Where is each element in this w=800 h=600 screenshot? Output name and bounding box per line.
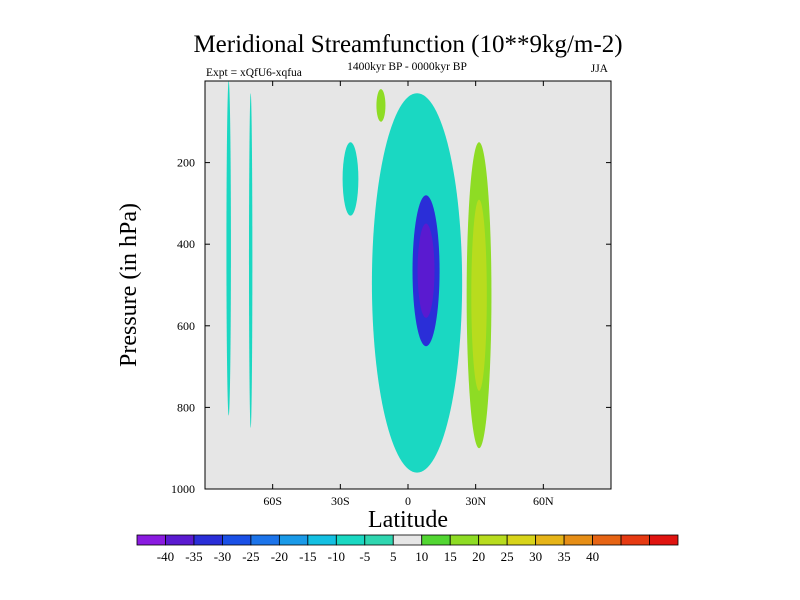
x-tick-label-4: 60N [533, 494, 554, 508]
nh-positive-cell-level-1 [471, 199, 487, 391]
y-axis-label: Pressure (in hPa) [116, 203, 142, 367]
colorbar-swatch-6 [307, 534, 337, 546]
colorbar-swatch-11 [449, 534, 480, 546]
colorbar-swatch-2 [193, 534, 223, 546]
colorbar-swatch-5 [278, 534, 309, 546]
colorbar-label-7: -5 [359, 549, 370, 564]
sh-high-lat-cell-a-level-0 [226, 81, 231, 416]
colorbar-label-15: 40 [586, 549, 599, 564]
colorbar-label-9: 10 [415, 549, 428, 564]
colorbar-label-0: -40 [157, 549, 174, 564]
subtitle-center: 1400kyr BP - 0000kyr BP [347, 61, 467, 73]
colorbar-swatch-16 [592, 534, 622, 546]
hadley-cell-core [412, 195, 440, 347]
hadley-cell-core-level-1 [417, 223, 435, 318]
colorbar-swatch-7 [335, 534, 366, 546]
tropical-upper-patch-level-0 [376, 89, 386, 122]
colorbar-label-3: -25 [242, 549, 259, 564]
tropical-upper-patch [376, 89, 386, 122]
colorbar-swatch-15 [563, 534, 593, 546]
colorbar-label-5: -15 [299, 549, 316, 564]
y-tick-label-1: 400 [177, 237, 195, 251]
colorbar-swatch-0 [136, 534, 166, 546]
colorbar-label-11: 20 [472, 549, 485, 564]
subtitle-left: Expt = xQfU6-xqfua [206, 67, 302, 79]
sh-subtropical-patch [342, 142, 359, 216]
y-axis: 200 400 600 800 1000 [171, 156, 611, 496]
colorbar-label-12: 25 [501, 549, 514, 564]
chart-title: Meridional Streamfunction (10**9kg/m-2) [193, 31, 622, 58]
colorbar-swatch-10 [421, 534, 451, 546]
sh-high-lat-cell-a [226, 81, 231, 416]
colorbar-swatch-14 [535, 534, 565, 546]
y-tick-label-4: 1000 [171, 482, 195, 496]
colorbar-label-1: -35 [185, 549, 202, 564]
colorbar-swatch-9 [392, 534, 423, 546]
colorbar-label-4: -20 [271, 549, 288, 564]
colorbar-label-10: 15 [444, 549, 457, 564]
nh-positive-cell [466, 142, 492, 449]
y-tick-label-0: 200 [177, 156, 195, 170]
x-axis-label: Latitude [368, 507, 448, 533]
colorbar-swatch-13 [506, 534, 537, 546]
sh-subtropical-patch-level-0 [342, 142, 359, 216]
colorbar-label-8: 5 [390, 549, 397, 564]
colorbar-label-13: 30 [529, 549, 542, 564]
colorbar-swatch-12 [478, 534, 508, 546]
y-tick-label-2: 600 [177, 319, 195, 333]
colorbar-swatch-18 [649, 534, 679, 546]
colorbar-swatch-1 [165, 534, 195, 546]
y-tick-label-3: 800 [177, 400, 195, 414]
colorbar-swatch-3 [222, 534, 252, 546]
x-tick-label-1: 30S [331, 494, 350, 508]
colorbar-swatch-17 [620, 534, 650, 546]
x-tick-label-3: 30N [465, 494, 486, 508]
subtitle-right: JJA [591, 63, 609, 75]
x-tick-label-2: 0 [405, 494, 411, 508]
colorbar-label-2: -30 [214, 549, 231, 564]
contour-regions [226, 81, 492, 473]
colorbar: -40 -35 -30 -25 -20 -15 -10 -5 5 10 15 20 25 30 35 40 [136, 534, 679, 564]
colorbar-label-6: -10 [328, 549, 345, 564]
colorbar-label-14: 35 [558, 549, 571, 564]
colorbar-swatch-8 [364, 534, 394, 546]
sh-high-lat-cell-b-level-0 [248, 93, 253, 428]
x-tick-label-0: 60S [263, 494, 282, 508]
colorbar-swatch-4 [250, 534, 280, 546]
sh-high-lat-cell-b [248, 93, 253, 428]
x-axis: 60S 30S 0 30N 60N [263, 81, 554, 508]
plot-area: 60S 30S 0 30N 60N 200 400 600 800 1000 [171, 80, 612, 508]
